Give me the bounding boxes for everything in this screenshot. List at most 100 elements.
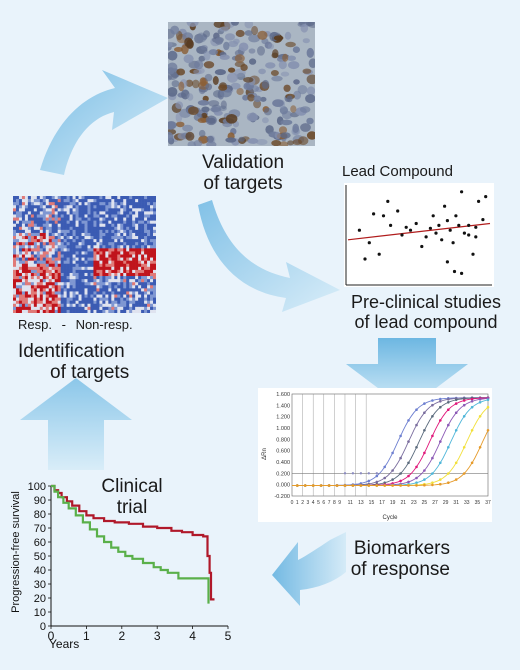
heatmap-cell bbox=[13, 208, 17, 212]
km-y-tick: 0 bbox=[40, 621, 46, 633]
heatmap-cell bbox=[114, 288, 118, 292]
heatmap-cell bbox=[15, 291, 20, 295]
scatter-point bbox=[477, 199, 481, 203]
heatmap-cell bbox=[63, 309, 67, 313]
heatmap-cell bbox=[144, 211, 148, 215]
qpcr-marker bbox=[486, 405, 490, 409]
heatmap-cell bbox=[66, 269, 70, 274]
nucleus bbox=[205, 83, 213, 91]
heatmap-cell bbox=[147, 220, 151, 225]
stained-cell bbox=[285, 41, 296, 48]
heatmap-cell bbox=[15, 276, 20, 280]
heatmap-cell bbox=[123, 272, 127, 277]
km-y-tick: 60 bbox=[34, 537, 46, 549]
heatmap-cell bbox=[111, 257, 115, 261]
heatmap-cell bbox=[30, 309, 35, 313]
nucleus bbox=[171, 80, 180, 88]
heatmap-cell bbox=[105, 257, 109, 261]
stained-cell bbox=[235, 29, 245, 38]
heatmap-cell bbox=[150, 279, 154, 283]
heatmap-cell bbox=[129, 245, 133, 249]
scatter-point bbox=[377, 252, 381, 256]
heatmap-cell bbox=[93, 266, 97, 271]
heatmap-cell bbox=[24, 199, 29, 203]
heatmap-cell bbox=[33, 217, 38, 221]
heatmap-cell bbox=[135, 248, 139, 252]
heatmap-cell bbox=[21, 291, 26, 295]
heatmap-cell bbox=[78, 251, 82, 255]
heatmap-cell bbox=[150, 285, 154, 289]
heatmap-cell bbox=[72, 294, 76, 298]
heatmap-cell bbox=[13, 282, 17, 286]
heatmap-cell bbox=[48, 236, 53, 240]
heatmap-cell bbox=[84, 272, 88, 277]
scatter-point bbox=[462, 231, 466, 235]
heatmap-cell bbox=[72, 303, 76, 308]
heatmap-cell bbox=[144, 269, 148, 274]
heatmap-cell bbox=[66, 232, 70, 237]
heatmap-cell bbox=[24, 254, 29, 258]
km-x-tick: 4 bbox=[189, 629, 196, 643]
heatmap-cell bbox=[111, 276, 115, 280]
heatmap-cell bbox=[108, 245, 112, 249]
heatmap-cell bbox=[144, 254, 148, 258]
heatmap-cell bbox=[13, 251, 17, 255]
heatmap-cell bbox=[21, 297, 26, 301]
heatmap-cell bbox=[15, 254, 20, 258]
heatmap-cell bbox=[75, 272, 79, 277]
heatmap-cell bbox=[48, 257, 53, 261]
heatmap-cell bbox=[48, 288, 53, 292]
heatmap-cell bbox=[54, 288, 58, 292]
heatmap-cell bbox=[54, 199, 58, 203]
heatmap-cell bbox=[120, 288, 124, 292]
heatmap-cell bbox=[96, 272, 100, 277]
heatmap-cell bbox=[111, 217, 115, 221]
heatmap-cell bbox=[135, 196, 139, 200]
heatmap-cell bbox=[72, 276, 76, 280]
heatmap-cell bbox=[153, 217, 156, 221]
heatmap-cell bbox=[81, 202, 85, 206]
nucleus bbox=[182, 124, 193, 132]
heatmap-cell bbox=[132, 254, 136, 258]
heatmap-cell bbox=[144, 306, 148, 311]
heatmap-cell bbox=[27, 223, 32, 228]
heatmap-cell bbox=[21, 239, 26, 243]
heatmap-cell bbox=[102, 260, 106, 265]
heatmap-cell bbox=[108, 266, 112, 271]
heatmap-cell bbox=[84, 242, 88, 246]
heatmap-cell bbox=[72, 251, 76, 255]
heatmap-cell bbox=[42, 254, 47, 258]
heatmap-cell bbox=[69, 236, 73, 240]
heatmap-cell bbox=[63, 226, 67, 231]
heatmap-cell bbox=[120, 232, 124, 237]
heatmap-cell bbox=[42, 232, 47, 237]
heatmap-cell bbox=[42, 269, 47, 274]
heatmap-cell bbox=[13, 205, 17, 209]
heatmap-cell bbox=[126, 248, 130, 252]
qpcr-marker bbox=[431, 483, 434, 487]
heatmap-cell bbox=[13, 266, 17, 271]
heatmap-cell bbox=[42, 217, 47, 221]
nucleus bbox=[203, 50, 211, 61]
heatmap-cell bbox=[105, 279, 109, 283]
heatmap-cell bbox=[99, 214, 103, 218]
heatmap-cell bbox=[69, 205, 73, 209]
nucleus bbox=[170, 25, 180, 35]
heatmap-cell bbox=[153, 196, 156, 200]
heatmap-cell bbox=[48, 245, 53, 249]
heatmap-cell bbox=[117, 291, 121, 295]
nucleus bbox=[238, 136, 245, 142]
heatmap-cell bbox=[45, 309, 50, 313]
heatmap-cell bbox=[13, 279, 17, 283]
heatmap-cell bbox=[99, 239, 103, 243]
heatmap-cell bbox=[42, 205, 47, 209]
heatmap-cell bbox=[90, 291, 94, 295]
heatmap-cell bbox=[111, 202, 115, 206]
scatter-point bbox=[437, 223, 441, 227]
heatmap-cell bbox=[78, 248, 82, 252]
heatmap-cell bbox=[42, 303, 47, 308]
heatmap-cell bbox=[93, 263, 97, 268]
heatmap-cell bbox=[24, 236, 29, 240]
heatmap-cell bbox=[54, 232, 58, 237]
qpcr-x-tick: 7 bbox=[328, 500, 331, 506]
